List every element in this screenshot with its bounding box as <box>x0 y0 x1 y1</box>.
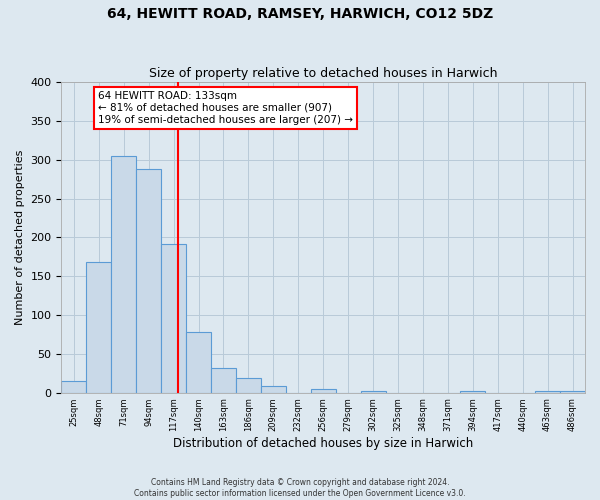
Text: Contains HM Land Registry data © Crown copyright and database right 2024.
Contai: Contains HM Land Registry data © Crown c… <box>134 478 466 498</box>
Bar <box>111 156 136 392</box>
Bar <box>261 386 286 392</box>
Bar <box>311 389 335 392</box>
Bar <box>361 391 386 392</box>
Bar <box>61 381 86 392</box>
Bar <box>136 169 161 392</box>
Text: 64 HEWITT ROAD: 133sqm
← 81% of detached houses are smaller (907)
19% of semi-de: 64 HEWITT ROAD: 133sqm ← 81% of detached… <box>98 92 353 124</box>
Bar <box>236 378 261 392</box>
Title: Size of property relative to detached houses in Harwich: Size of property relative to detached ho… <box>149 66 497 80</box>
Bar <box>560 391 585 392</box>
Bar <box>460 391 485 392</box>
Bar <box>535 391 560 392</box>
Bar <box>211 368 236 392</box>
Text: 64, HEWITT ROAD, RAMSEY, HARWICH, CO12 5DZ: 64, HEWITT ROAD, RAMSEY, HARWICH, CO12 5… <box>107 8 493 22</box>
Bar <box>86 262 111 392</box>
Bar <box>186 332 211 392</box>
X-axis label: Distribution of detached houses by size in Harwich: Distribution of detached houses by size … <box>173 437 473 450</box>
Y-axis label: Number of detached properties: Number of detached properties <box>15 150 25 325</box>
Bar <box>161 244 186 392</box>
